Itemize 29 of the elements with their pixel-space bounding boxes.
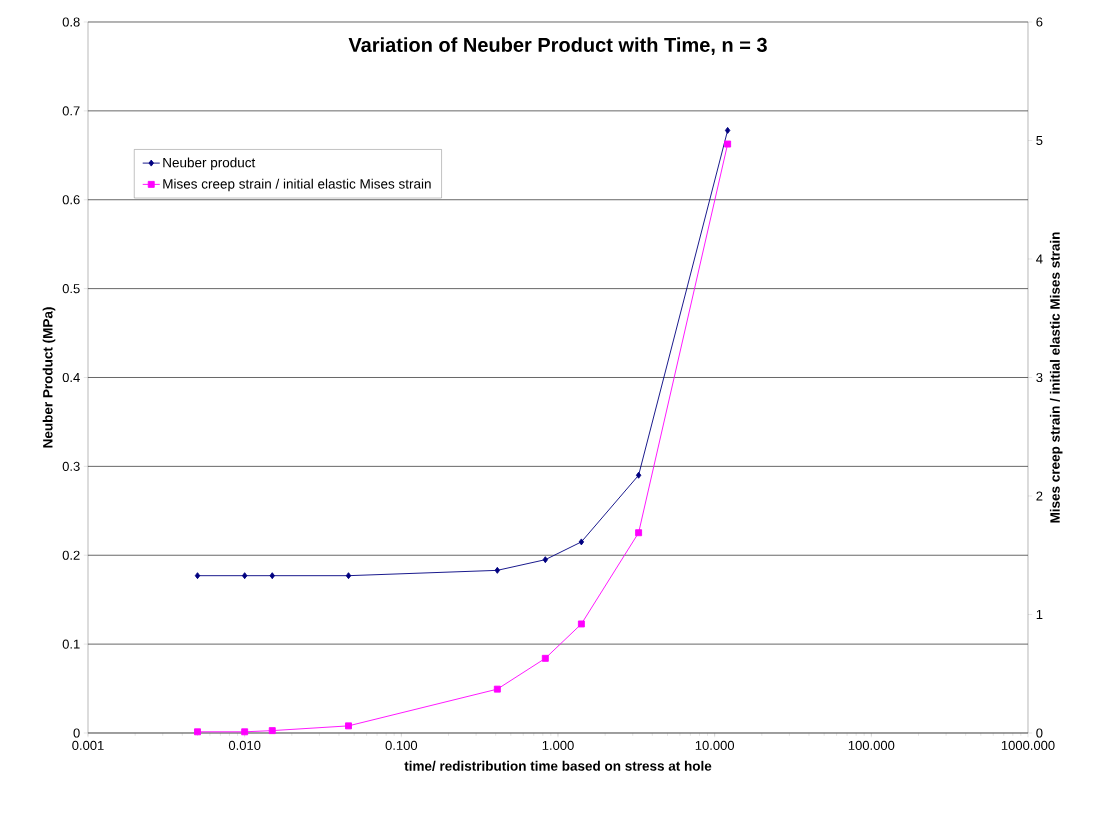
- y2-axis-title: Mises creep strain / initial elastic Mises strain: [1049, 232, 1063, 523]
- y-tick-label: 0.8: [62, 17, 80, 27]
- legend-label: Mises creep strain / initial elastic Mises strain: [163, 178, 431, 192]
- y2-tick-label: 2: [1036, 491, 1043, 501]
- y2-tick-label: 1: [1036, 610, 1043, 619]
- legend-label: Neuber product: [163, 157, 256, 171]
- x-tick-label: 1000.000: [1001, 740, 1055, 750]
- y-tick-label: 0.5: [62, 284, 80, 294]
- y-tick-label: 0.1: [62, 639, 80, 649]
- y2-tick-label: 0: [1036, 728, 1043, 738]
- y-tick-label: 0: [73, 728, 80, 738]
- x-tick-label: 0.010: [228, 740, 261, 750]
- y2-tick-label: 6: [1036, 17, 1043, 27]
- y-tick-label: 0.3: [62, 461, 80, 471]
- text: Variation of Neuber Product with Time, n = 3: [348, 37, 767, 55]
- x-tick-label: 0.001: [72, 740, 104, 750]
- y2-tick-label: 5: [1036, 135, 1043, 146]
- y2-tick-label: 3: [1036, 372, 1043, 383]
- y-tick-label: 0.4: [62, 372, 80, 383]
- x-axis-title: time/ redistribution time based on stress at hole: [404, 760, 712, 771]
- y-tick-label: 0.2: [62, 550, 80, 560]
- x-tick-label: 0.100: [385, 740, 418, 750]
- x-tick-label: 1.000: [542, 740, 574, 750]
- y2-tick-label: 4: [1036, 254, 1043, 264]
- x-tick-label: 10.000: [695, 740, 735, 750]
- x-tick-label: 100.000: [848, 740, 895, 750]
- y-tick-label: 0.7: [62, 106, 80, 116]
- y-axis-title: Neuber Product (MPa): [42, 307, 56, 448]
- y-tick-label: 0.6: [62, 195, 80, 205]
